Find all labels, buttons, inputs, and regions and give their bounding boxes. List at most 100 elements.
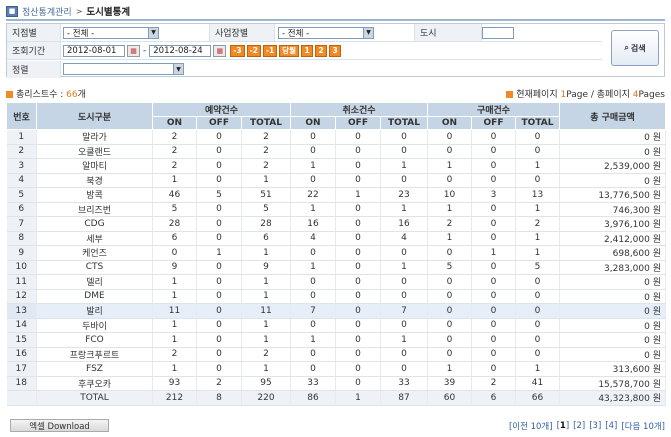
cell-c-on: 0: [290, 347, 336, 362]
cell-no: 4: [6, 173, 37, 188]
city-label: 도시: [414, 24, 482, 41]
cell-c-tot: 7: [380, 303, 428, 319]
table-row: 7 CDG 28 0 28 16 0 16 2 0 2 3,976,100 원: [6, 216, 666, 232]
cell-p-off: 0: [471, 289, 516, 304]
search-icon: ⌕: [624, 43, 629, 52]
total-row: TOTAL 212 8 220 86 1 87 60 6 66 43,323,800 원: [6, 390, 666, 406]
cell-r-off: 0: [196, 274, 242, 290]
quick-period-buttons: -3 -2 -1 당월 1 2 3: [228, 44, 342, 57]
filter-panel: 지점별 - 전체 - ▼ 사업장별 - 전체 - ▼ 도시 조회기간 2012-…: [6, 23, 665, 78]
quick-period-button[interactable]: -2: [246, 44, 261, 57]
cell-r-off: 0: [196, 303, 242, 319]
cell-p-on: 1: [427, 202, 472, 217]
header-purchase-on: ON: [427, 116, 472, 130]
breadcrumb-separator-icon: >: [75, 6, 83, 16]
search-button[interactable]: ⌕ 검색: [611, 30, 659, 66]
cell-p-on: 2: [427, 216, 472, 232]
sort-select[interactable]: ▼: [63, 63, 184, 75]
cell-city: 알마티: [36, 158, 153, 174]
cell-c-tot: 0: [380, 274, 428, 290]
cell-city: FSZ: [36, 361, 153, 377]
city-input[interactable]: [482, 26, 514, 39]
cell-c-tot: 0: [380, 361, 428, 377]
branch-select[interactable]: - 전체 - ▼: [63, 26, 159, 39]
calendar-icon[interactable]: ▦: [127, 44, 140, 57]
cell-r-off: 2: [196, 376, 242, 391]
cell-r-on: 28: [152, 216, 197, 232]
cell-c-tot: 1: [380, 202, 428, 217]
cell-amt: 0 원: [559, 318, 666, 333]
cell-city: 두바이: [36, 318, 153, 333]
cell-city: 후쿠오카: [36, 376, 153, 391]
total-count-summary: 총리스트수 : 66개: [6, 87, 86, 100]
cell-r-on: 1: [152, 173, 197, 188]
quick-period-button[interactable]: 1: [301, 44, 314, 57]
cell-no: 2: [6, 144, 37, 159]
cell-c-off: 1: [335, 187, 381, 203]
cell-amt: 3,283,000 원: [559, 260, 666, 275]
quick-period-button[interactable]: 3: [329, 44, 342, 57]
header-reserve-off: OFF: [196, 116, 242, 130]
cell-c-on: 0: [290, 361, 336, 377]
cell-r-off: 0: [196, 361, 242, 377]
quick-period-button[interactable]: 당월: [279, 44, 300, 57]
cell-c-tot: 0: [380, 318, 428, 333]
cell-r-tot: 1: [241, 361, 291, 377]
cell-c-tot: 0: [380, 289, 428, 304]
cell-p-tot: 1: [515, 245, 560, 261]
prev-10-link[interactable]: [이전 10개]: [508, 421, 553, 432]
cell-p-on: 0: [427, 303, 472, 319]
cell-r-on: 1: [152, 361, 197, 377]
cell-no: 14: [6, 318, 37, 333]
cell-c-off: 0: [335, 347, 381, 362]
cell-r-off: 0: [196, 144, 242, 159]
cell-c-tot: 0: [380, 347, 428, 362]
cell-c-on: 22: [290, 187, 336, 203]
calendar-icon[interactable]: ▦: [213, 44, 227, 57]
excel-download-button[interactable]: 엑셀 Download: [10, 419, 109, 432]
cell-c-on: 0: [290, 129, 336, 145]
cell-p-tot: 0: [515, 332, 560, 348]
cell-city: CDG: [36, 216, 153, 232]
date-to-input[interactable]: 2012-08-24: [149, 44, 212, 57]
cell-c-tot: 33: [380, 376, 428, 391]
cell-r-tot: 11: [241, 303, 291, 319]
sort-label: 정렬: [7, 60, 61, 78]
cell-r-off: 0: [196, 129, 242, 145]
cell-r-tot: 5: [241, 202, 291, 217]
cell-c-tot: 16: [380, 216, 428, 232]
breadcrumb-parent[interactable]: 정산통계관리: [22, 7, 72, 18]
cell-r-tot: 1: [241, 318, 291, 333]
cell-amt: 0 원: [559, 303, 666, 319]
cell-city: 북경: [36, 173, 153, 188]
bullet-icon: [6, 90, 13, 98]
page-link[interactable]: [4]: [605, 420, 618, 431]
cell-c-on: 1: [290, 158, 336, 174]
cell-city: 말라가: [36, 129, 153, 145]
cell-p-on: 39: [427, 376, 472, 391]
total-cell-label: TOTAL: [36, 390, 153, 406]
page-link[interactable]: [2]: [573, 420, 586, 431]
cell-r-off: 0: [196, 318, 242, 333]
division-select[interactable]: - 전체 - ▼: [278, 26, 374, 39]
cell-p-off: 0: [471, 318, 516, 333]
cell-p-off: 0: [471, 231, 516, 246]
pagination: [이전 10개] [1] [2] [3] [4] [다음 10개]: [509, 419, 665, 432]
bullet-icon: [506, 90, 514, 98]
cell-c-on: 0: [290, 144, 336, 159]
quick-period-button[interactable]: -1: [262, 44, 278, 57]
cell-r-off: 0: [196, 158, 242, 174]
cell-p-tot: 0: [515, 274, 560, 290]
page-link[interactable]: [1]: [556, 420, 570, 431]
quick-period-button[interactable]: -3: [230, 44, 245, 57]
cell-r-tot: 1: [241, 332, 291, 348]
date-from-input[interactable]: 2012-08-01: [63, 44, 125, 57]
cell-p-tot: 1: [515, 202, 560, 217]
cell-r-off: 0: [196, 231, 242, 246]
page-link[interactable]: [3]: [589, 420, 602, 431]
cell-p-tot: 5: [515, 260, 560, 275]
table-row: 9 케언즈 0 1 1 0 0 0 0 1 1 698,600 원: [6, 245, 666, 261]
cell-c-on: 1: [290, 202, 336, 217]
quick-period-button[interactable]: 2: [315, 44, 328, 57]
next-10-link[interactable]: [다음 10개]: [621, 421, 665, 432]
